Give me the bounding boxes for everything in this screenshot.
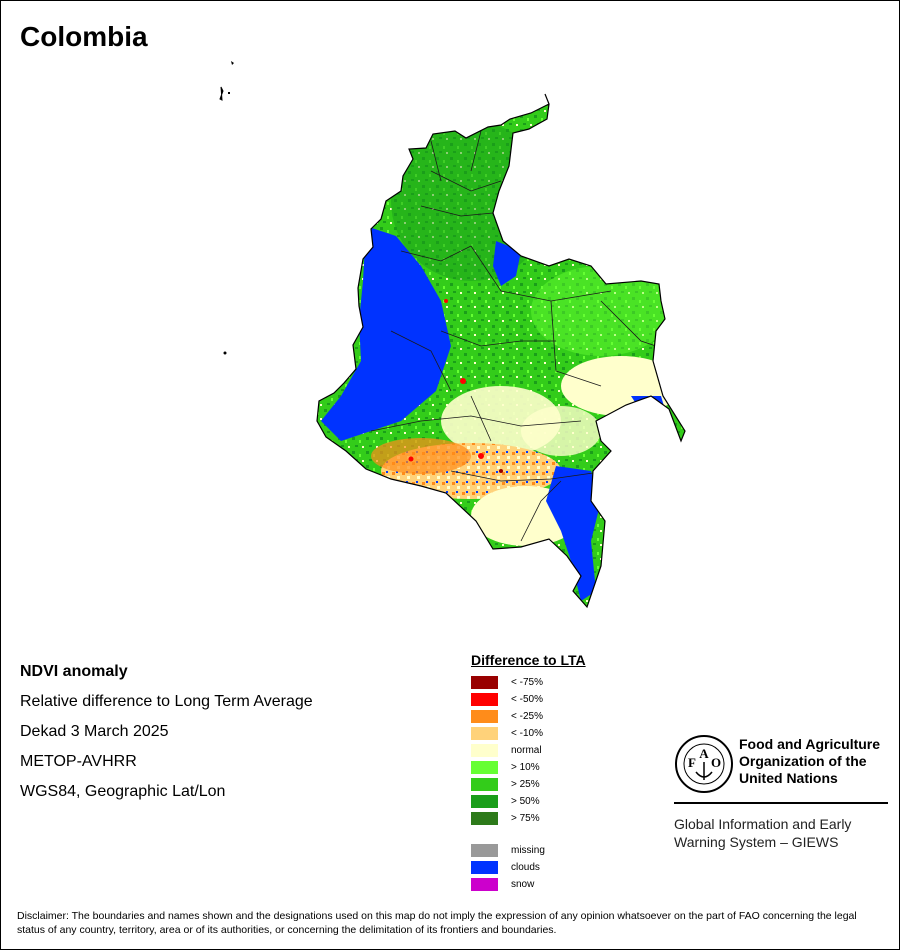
legend-item: snow — [471, 876, 586, 893]
legend-item: < -50% — [471, 691, 586, 708]
legend-label: < -25% — [511, 711, 543, 722]
disclaimer: Disclaimer: The boundaries and names sho… — [17, 910, 857, 936]
legend-label: snow — [511, 879, 535, 890]
legend-label: < -50% — [511, 694, 543, 705]
org-name-line-1: Food and Agriculture — [739, 736, 881, 752]
legend-swatch — [471, 878, 498, 891]
legend-swatch — [471, 693, 498, 706]
legend-item: > 25% — [471, 776, 586, 793]
product-projection: WGS84, Geographic Lat/Lon — [20, 783, 226, 800]
legend-item: < -10% — [471, 725, 586, 742]
country-map — [219, 61, 686, 609]
legend-swatch — [471, 812, 498, 825]
legend-swatch — [471, 761, 498, 774]
legend-label: > 10% — [511, 762, 540, 773]
legend-label: < -10% — [511, 728, 543, 739]
giews-line-2: Warning System – GIEWS — [674, 834, 839, 850]
legend-item: < -75% — [471, 674, 586, 691]
legend-label: > 75% — [511, 813, 540, 824]
legend-label: normal — [511, 745, 542, 756]
legend-swatch — [471, 844, 498, 857]
legend-swatch — [471, 744, 498, 757]
divider — [674, 802, 888, 804]
legend-label: > 25% — [511, 779, 540, 790]
logo-letter-f: F — [688, 755, 696, 770]
legend-label: > 50% — [511, 796, 540, 807]
product-date: Dekad 3 March 2025 — [20, 723, 169, 740]
legend-label: clouds — [511, 862, 540, 873]
legend-item: missing — [471, 842, 586, 859]
organization-name: Food and Agriculture Organization of the… — [739, 736, 880, 787]
legend-label: missing — [511, 845, 545, 856]
legend-swatch — [471, 795, 498, 808]
legend-item: < -25% — [471, 708, 586, 725]
giews-line-1: Global Information and Early — [674, 816, 852, 832]
legend-item: > 10% — [471, 759, 586, 776]
legend-swatch — [471, 710, 498, 723]
org-name-line-2: Organization of the — [739, 753, 867, 769]
legend-item: > 50% — [471, 793, 586, 810]
legend-item: > 75% — [471, 810, 586, 827]
map-info: NDVI anomaly Relative difference to Long… — [20, 657, 313, 807]
legend-swatch — [471, 778, 498, 791]
org-name-line-3: United Nations — [739, 770, 838, 786]
map-title: Colombia — [20, 21, 148, 52]
legend-swatch — [471, 676, 498, 689]
legend-swatch — [471, 727, 498, 740]
legend-swatch — [471, 861, 498, 874]
fao-logo-icon: F A O — [675, 735, 733, 793]
giews-name: Global Information and Early Warning Sys… — [674, 815, 851, 851]
legend-item: normal — [471, 742, 586, 759]
legend-item: clouds — [471, 859, 586, 876]
logo-letter-o: O — [711, 755, 721, 770]
map-legend: Difference to LTA < -75% < -50% < -25% < -1… — [471, 652, 586, 893]
legend-title: Difference to LTA — [471, 652, 586, 668]
legend-label: < -75% — [511, 677, 543, 688]
product-description: Relative difference to Long Term Average — [20, 693, 313, 710]
logo-letter-a: A — [699, 746, 709, 761]
product-name: NDVI anomaly — [20, 663, 128, 680]
product-sensor: METOP-AVHRR — [20, 753, 137, 770]
